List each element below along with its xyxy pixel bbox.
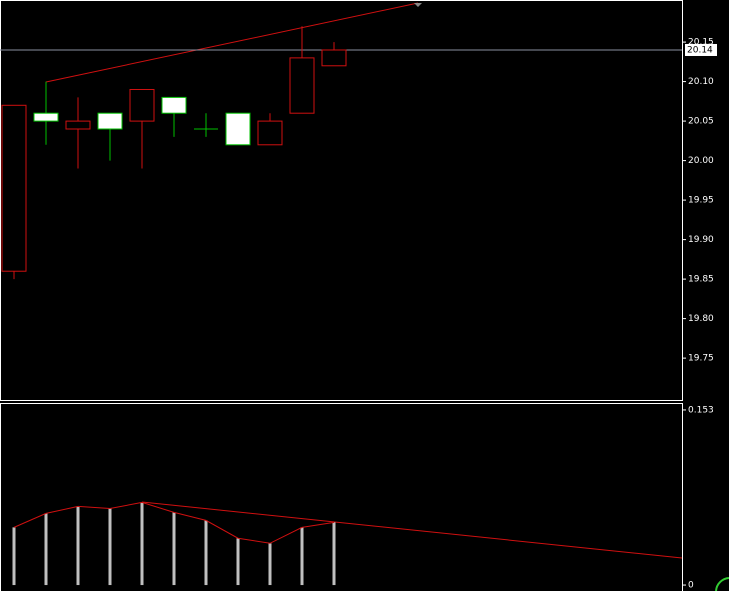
histogram-bar [76, 506, 80, 586]
y-tick-label: 20.15 [688, 38, 714, 48]
histogram-bar [236, 538, 240, 586]
trendline-anchor [414, 3, 422, 7]
sub-pane-border [0, 403, 683, 591]
candle-body [1, 104, 27, 272]
y-tick-label: 19.80 [688, 314, 714, 324]
trendline [45, 2, 419, 83]
histogram-bar [268, 543, 272, 586]
y-tick-label: 0.153 [688, 405, 714, 415]
candle-body [321, 49, 347, 67]
histogram-bar [44, 513, 48, 586]
candle-body [65, 120, 91, 130]
histogram-bar [12, 527, 16, 586]
candle-body [225, 112, 251, 146]
histogram-bar [204, 520, 208, 586]
y-tick-label: 0 [688, 581, 694, 591]
histogram-bar [332, 522, 336, 586]
corner-marker [715, 577, 729, 591]
candle-body [161, 96, 187, 114]
indicator-line [13, 501, 335, 544]
current-price-box [685, 43, 717, 56]
candle-body [97, 112, 123, 130]
candle-body [257, 120, 283, 146]
candle-body [289, 57, 315, 114]
y-tick-label: 19.75 [688, 354, 714, 364]
histogram-bar [300, 527, 304, 586]
histogram-bar [108, 508, 112, 586]
y-tick-label: 20.10 [688, 77, 714, 87]
histogram-bar [140, 502, 144, 586]
y-tick-label: 20.05 [688, 117, 714, 127]
current-price-label: 20.14 [687, 45, 713, 55]
histogram-bar [172, 512, 176, 586]
y-tick-label: 20.00 [688, 156, 714, 166]
y-tick-label: 19.95 [688, 196, 714, 206]
indicator-trendline [141, 501, 683, 559]
y-tick-label: 19.85 [688, 275, 714, 285]
candle-body [129, 88, 155, 122]
y-tick-label: 19.90 [688, 235, 714, 245]
candle-body [33, 112, 59, 122]
